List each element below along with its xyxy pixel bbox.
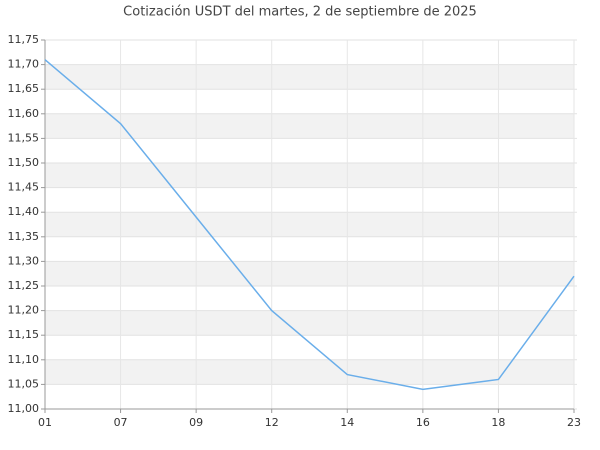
y-tick-label: 11,30 bbox=[8, 254, 40, 267]
y-tick-label: 11,00 bbox=[8, 402, 40, 415]
y-tick-label: 11,70 bbox=[8, 58, 40, 71]
grid-band bbox=[45, 359, 574, 385]
x-tick-label: 09 bbox=[189, 416, 203, 429]
x-tick-label: 23 bbox=[567, 416, 581, 429]
x-tick-label: 07 bbox=[114, 416, 128, 429]
grid-band bbox=[45, 163, 574, 188]
x-tick-label: 14 bbox=[340, 416, 354, 429]
grid-band bbox=[45, 310, 574, 336]
grid-band bbox=[45, 113, 574, 139]
grid-band bbox=[45, 261, 574, 286]
line bbox=[44, 59, 575, 391]
y-tick-label: 11,50 bbox=[8, 156, 40, 169]
y-tick-label: 11,25 bbox=[8, 279, 40, 292]
grid-band bbox=[45, 64, 574, 90]
x-tick-label: 12 bbox=[265, 416, 279, 429]
x-tick-label: 16 bbox=[416, 416, 430, 429]
y-tick-label: 11,60 bbox=[8, 107, 40, 120]
x-tick-label: 18 bbox=[491, 416, 505, 429]
y-tick-label: 11,20 bbox=[8, 304, 40, 317]
y-tick-label: 11,05 bbox=[8, 377, 40, 390]
y-tick-label: 11,45 bbox=[8, 181, 40, 194]
x-tick-label: 01 bbox=[38, 416, 52, 429]
y-tick-label: 11,65 bbox=[8, 82, 40, 95]
y-tick-label: 11,10 bbox=[8, 353, 40, 366]
grid-band bbox=[45, 212, 574, 237]
y-tick-label: 11,75 bbox=[8, 33, 40, 46]
chart-title: Cotización USDT del martes, 2 de septiem… bbox=[123, 5, 477, 20]
y-tick-label: 11,35 bbox=[8, 230, 40, 243]
y-tick-label: 11,40 bbox=[8, 205, 40, 218]
y-tick-label: 11,15 bbox=[8, 328, 40, 341]
y-tick-label: 11,55 bbox=[8, 131, 40, 144]
